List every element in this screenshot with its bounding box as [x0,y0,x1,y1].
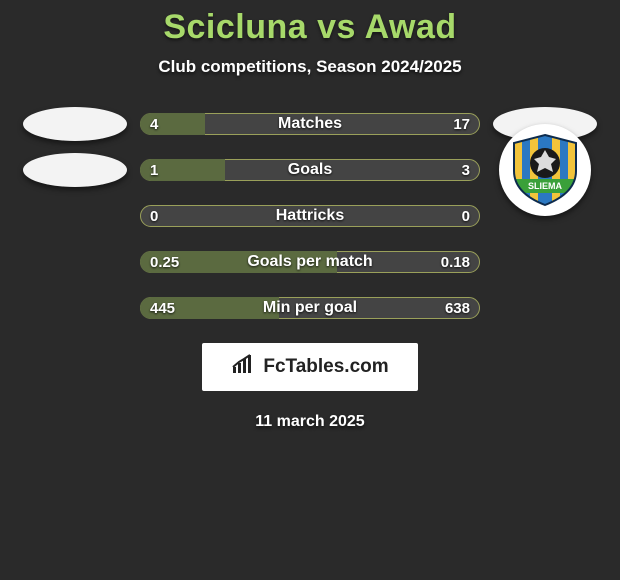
stat-bar: 0.25 0.18 Goals per match [140,251,480,273]
stat-bar: 4 17 Matches [140,113,480,135]
left-icon-slot [20,113,130,135]
stat-bar: SLIEMA 1 3 Goals [140,159,480,181]
left-icon-slot [20,159,130,181]
stat-bar: 0 0 Hattricks [140,205,480,227]
stat-label: Goals [140,159,480,181]
brand-logo[interactable]: FcTables.com [202,343,418,391]
club-badge: SLIEMA [499,124,591,216]
stat-label: Min per goal [140,297,480,319]
stat-row: 0.25 0.18 Goals per match [10,251,610,273]
stat-row: SLIEMA 1 3 Goals [10,159,610,181]
stat-label: Goals per match [140,251,480,273]
player-placeholder-icon [23,153,127,187]
right-icon-slot: SLIEMA [490,159,600,181]
svg-text:SLIEMA: SLIEMA [528,181,563,191]
stat-label: Matches [140,113,480,135]
stat-bar: 445 638 Min per goal [140,297,480,319]
stat-row: 445 638 Min per goal [10,297,610,319]
date-label: 11 march 2025 [10,413,610,431]
page-subtitle: Club competitions, Season 2024/2025 [10,57,610,77]
stats-container: 4 17 Matches SLIEMA [10,113,610,319]
page-title: Scicluna vs Awad [10,8,610,47]
brand-text: FcTables.com [263,356,388,378]
chart-icon [231,353,255,382]
stat-row: 0 0 Hattricks [10,205,610,227]
player-placeholder-icon [23,107,127,141]
stat-label: Hattricks [140,205,480,227]
